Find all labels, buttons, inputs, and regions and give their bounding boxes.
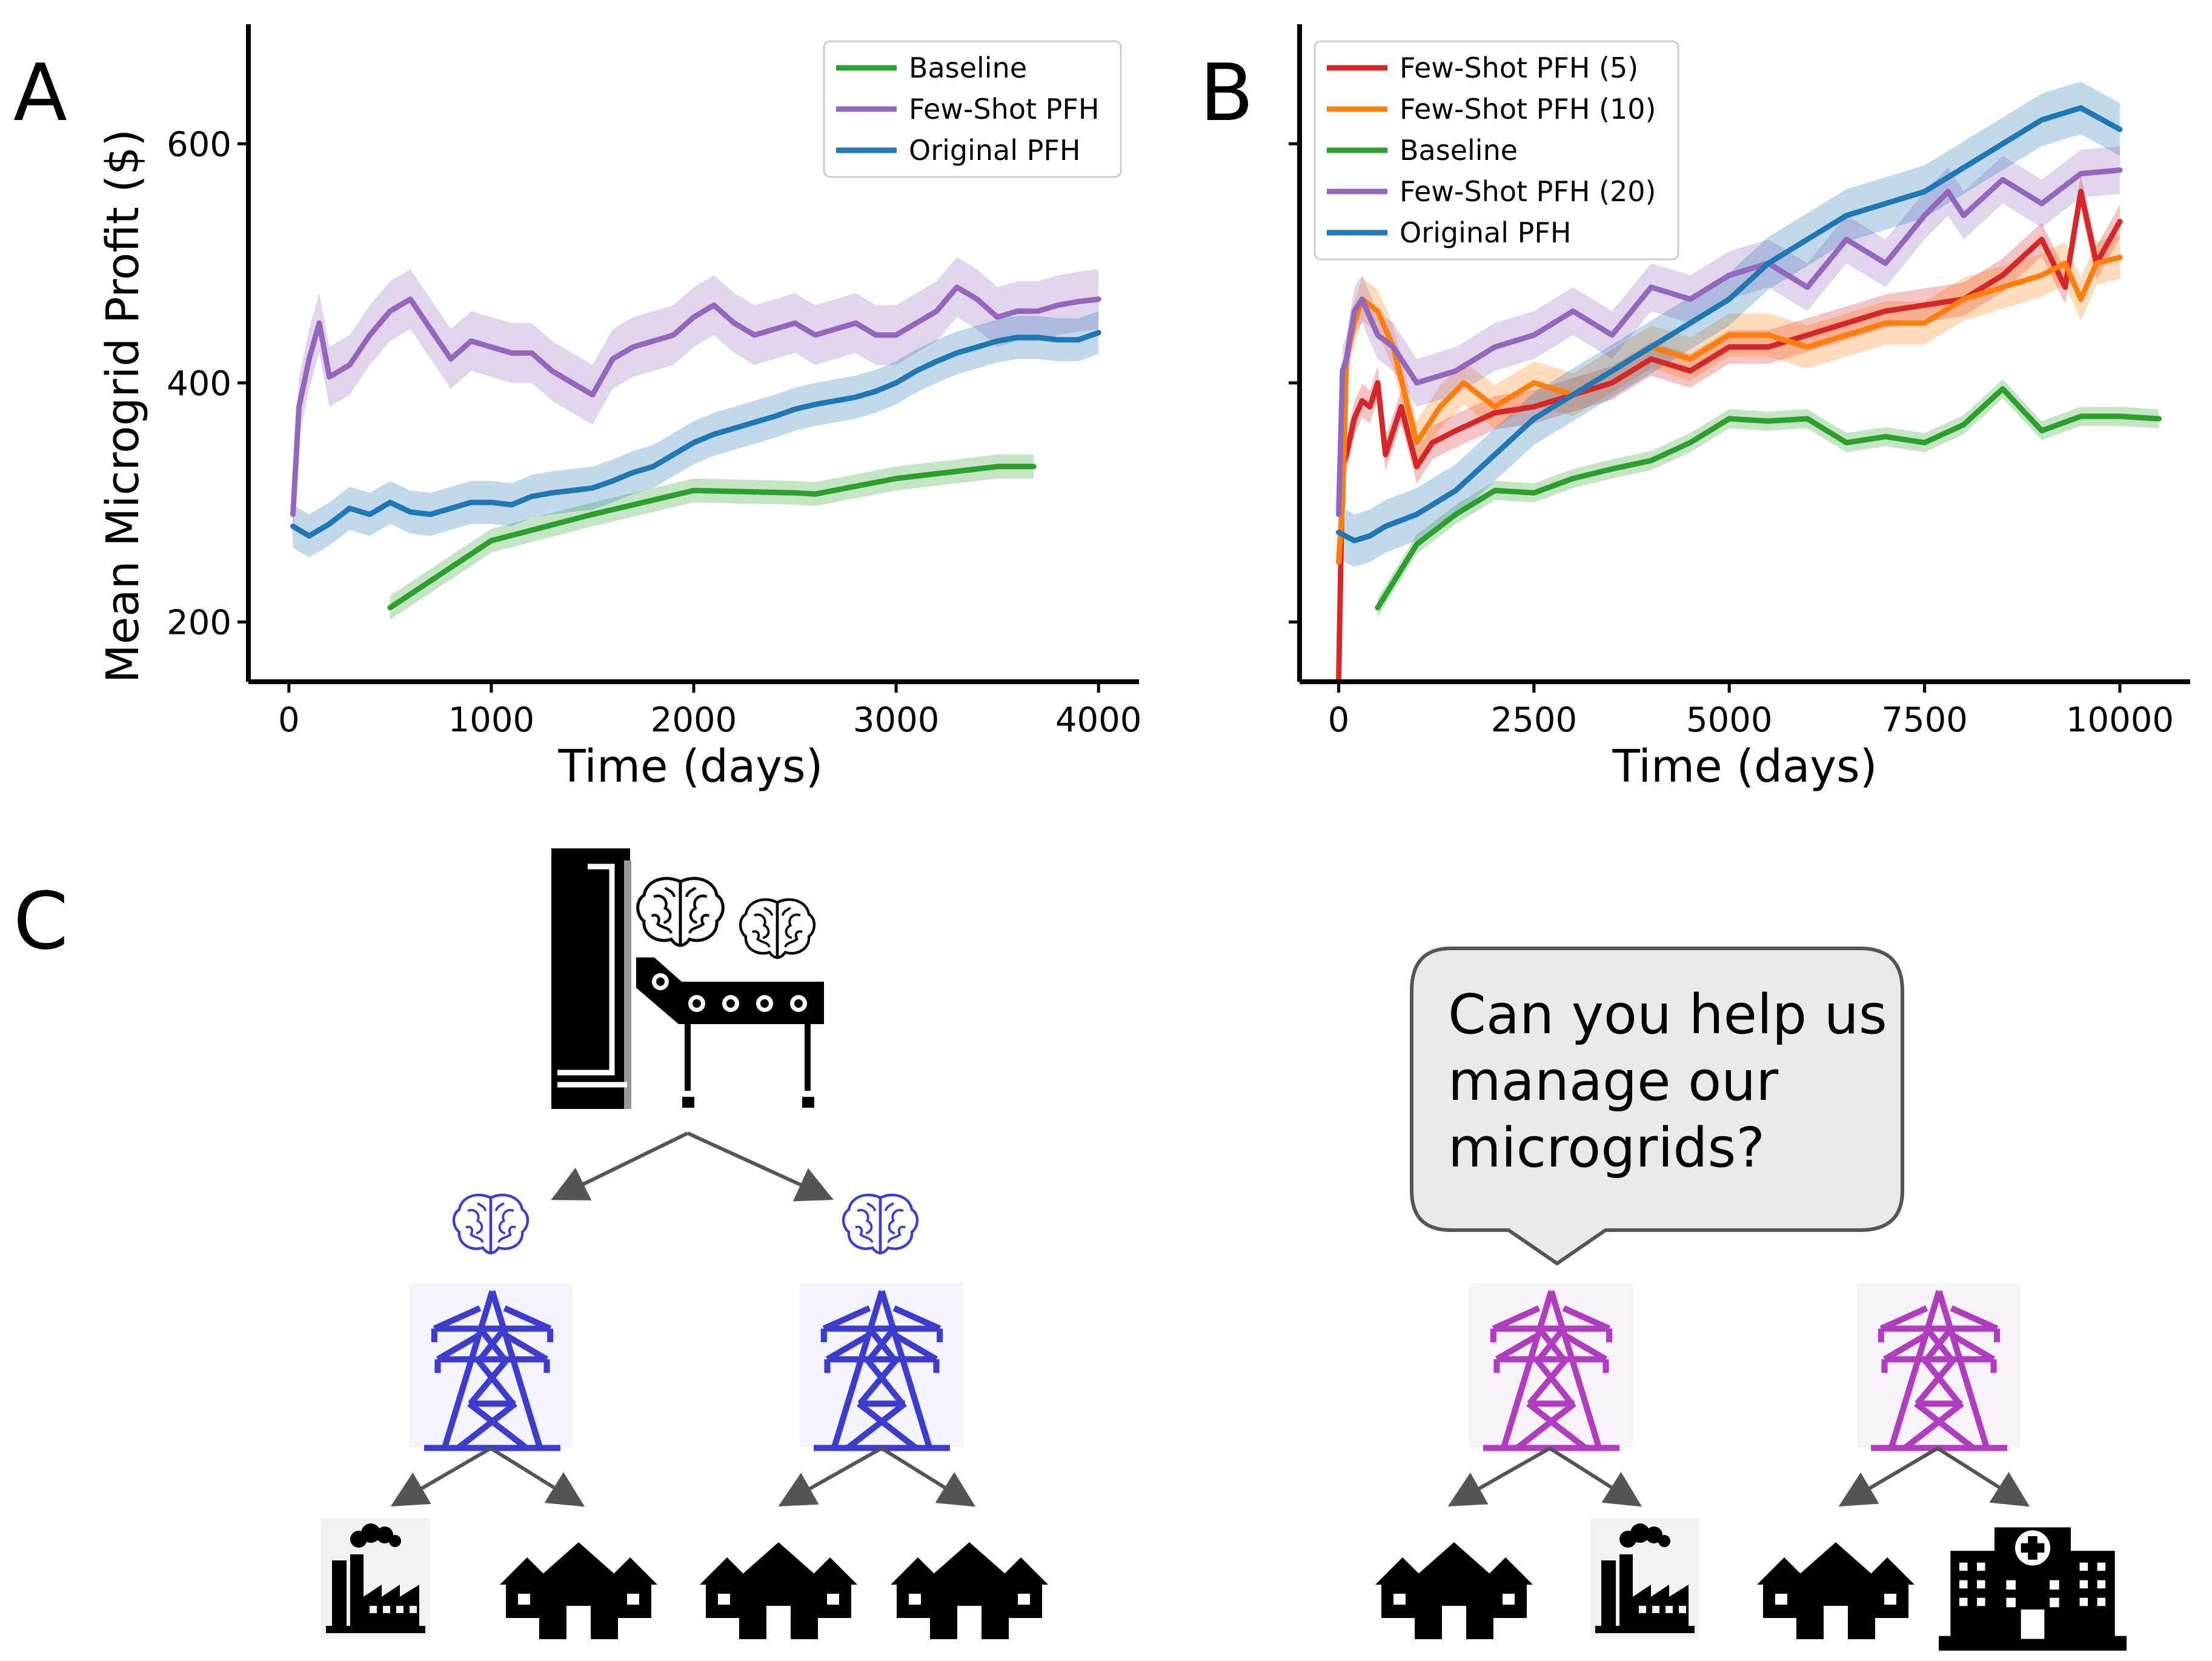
series-line-0-0 (387, 464, 1037, 611)
chart-a-axes: 0 1000 2000 3000 4000 200 400 600 (167, 24, 1141, 740)
brain-icon (454, 1195, 528, 1253)
x-tick-label: 0 (1328, 701, 1350, 740)
x-tick-label: 4000 (1055, 701, 1142, 740)
x-tick-label: 1000 (448, 701, 535, 740)
arrow-factory-right (686, 1131, 834, 1202)
legend-box (823, 40, 1122, 178)
series-line-1-2 (1375, 386, 2162, 611)
factory-icon (1590, 1518, 1699, 1639)
arrow (778, 1446, 883, 1506)
x-tick-label: 10000 (2066, 701, 2174, 740)
arrow (1549, 1446, 1642, 1507)
bubble-line-3: microgrids? (1448, 1116, 1765, 1180)
hospital-icon (1939, 1527, 2127, 1651)
band-0-1 (293, 257, 1099, 545)
houses-icon (500, 1542, 657, 1639)
chart-a-bands (293, 257, 1099, 620)
band-1-4 (1338, 81, 2120, 567)
series-line-1-0 (1335, 188, 2123, 685)
x-tick-label: 2000 (651, 701, 737, 740)
series-line-1-4 (1335, 105, 2123, 544)
diagram-c: Can you help us manage our microgrids? (321, 848, 2127, 1651)
arrow (880, 1446, 976, 1507)
band-1-2 (1377, 379, 2159, 617)
arrow (1838, 1446, 1939, 1507)
chart-b-axes: 0 2500 5000 7500 10000 (1289, 24, 2190, 740)
x-tick-label: 7500 (1881, 701, 1968, 740)
x-tick-label: 5000 (1686, 701, 1773, 740)
houses-icon (891, 1542, 1048, 1639)
chart-b-legend: Few-Shot PFH (5) Few-Shot PFH (10) Baselin… (1314, 40, 1679, 261)
houses-icon (1757, 1542, 1915, 1639)
series-line-1-3 (1335, 167, 2123, 518)
arrow (390, 1446, 492, 1507)
band-0-0 (390, 454, 1034, 620)
y-tick-label: 200 (167, 603, 231, 642)
arrow (490, 1446, 585, 1507)
series-line-0-2 (290, 330, 1101, 539)
factory-icon (321, 1518, 430, 1639)
chart-b: 0 2500 5000 7500 10000 Few-Shot PFH (5)Few-S… (1289, 24, 2190, 793)
legend-label: Few-Shot PFH (10) (1400, 93, 1656, 125)
series-line-0-1 (290, 284, 1101, 518)
x-tick-label: 2500 (1491, 701, 1578, 740)
y-tick-label: 600 (167, 125, 231, 164)
panel-label-a: A (13, 47, 67, 139)
band-0-2 (293, 311, 1099, 558)
bubble-line-1: Can you help us (1448, 983, 1887, 1047)
chart-a-legend: Baseline Few-Shot PFH Original PFH (823, 40, 1122, 178)
panel-label-c: C (13, 875, 68, 967)
arrow-factory-left (551, 1131, 689, 1200)
legend-label: Original PFH (909, 134, 1080, 167)
arrow (1447, 1446, 1551, 1506)
panel-label-b: B (1200, 47, 1254, 139)
speech-bubble: Can you help us manage our microgrids? (1410, 947, 1904, 1266)
legend-label: Few-Shot PFH (909, 93, 1099, 125)
bubble-line-2: manage our (1448, 1050, 1778, 1113)
legend-label: Baseline (909, 52, 1027, 84)
band-1-3 (1338, 146, 2120, 539)
x-tick-label: 0 (278, 701, 300, 740)
chart-a: 0 1000 2000 3000 4000 200 400 600 Baseline Few-S… (97, 24, 1141, 793)
model-factory-icon (551, 848, 824, 1109)
legend-label: Few-Shot PFH (20) (1400, 175, 1656, 208)
chart-a-xlabel: Time (days) (557, 741, 823, 793)
legend-label: Baseline (1400, 134, 1518, 167)
legend-label: Original PFH (1400, 216, 1571, 249)
legend-box (1314, 40, 1679, 261)
chart-a-lines (290, 284, 1101, 611)
chart-b-lines (1335, 105, 2162, 685)
houses-icon (1375, 1542, 1533, 1639)
legend-label: Few-Shot PFH (5) (1400, 52, 1638, 84)
chart-b-xlabel: Time (days) (1612, 741, 1877, 793)
chart-a-ylabel: Mean Microgrid Profit ($) (97, 129, 149, 683)
y-tick-label: 400 (167, 364, 231, 404)
arrow (1936, 1446, 2030, 1507)
houses-icon (700, 1542, 857, 1639)
brain-icon (843, 1195, 917, 1253)
x-tick-label: 3000 (853, 701, 940, 740)
